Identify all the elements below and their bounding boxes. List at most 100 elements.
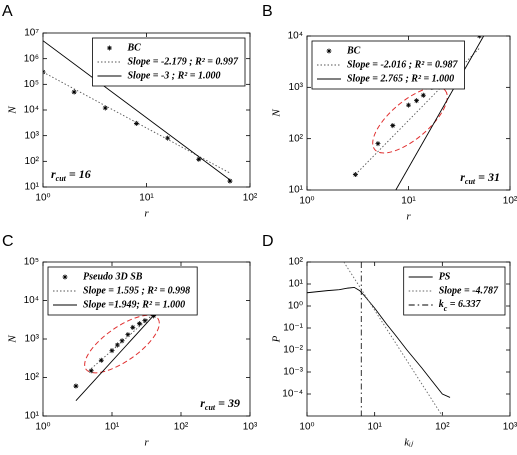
x-tick-label: 10² (503, 196, 517, 207)
y-tick-label: 10⁻⁴ (282, 389, 303, 400)
data-point (196, 156, 202, 162)
y-tick-label: 10² (25, 372, 40, 383)
legend-label: PS (439, 271, 451, 282)
legend-marker (106, 45, 112, 51)
data-point (142, 318, 148, 324)
y-axis-label: N (7, 335, 19, 344)
data-point (88, 368, 94, 374)
x-tick-label: 10¹ (139, 193, 154, 204)
legend-label: Slope =1.949; R² = 1.000 (83, 299, 185, 310)
x-axis-label: kᵢⱼ (404, 437, 414, 449)
x-tick-label: 10¹ (401, 196, 416, 207)
text-part: r (51, 167, 56, 181)
y-tick-label: 10³ (25, 130, 40, 141)
legend: Pseudo 3D SB Slope = 1.595 ; R² = 0.998 Sl… (47, 266, 198, 316)
annotation: rcut = 16 (51, 167, 91, 184)
x-axis-label: r (144, 208, 149, 220)
y-tick-label: 10² (289, 133, 304, 144)
y-tick-label: 10⁵ (24, 257, 39, 268)
text-part: cut (205, 403, 216, 412)
y-tick-label: 10⁴ (288, 31, 303, 42)
data-point (130, 324, 136, 330)
x-tick-label: 10² (243, 193, 258, 204)
data-point (136, 321, 142, 327)
panel-label: C (2, 233, 14, 250)
text-part: = 6.337 (447, 299, 481, 310)
data-point (125, 332, 131, 338)
data-point (420, 92, 426, 98)
y-tick-label: 10⁰ (288, 301, 303, 312)
y-tick-label: 10⁻² (283, 345, 303, 356)
text-part: cut (56, 174, 67, 183)
data-point (390, 123, 396, 129)
data-point (375, 141, 381, 147)
data-line (307, 286, 451, 398)
highlight-ellipse (372, 86, 448, 154)
x-tick-label: 10² (435, 422, 450, 433)
x-axis-label: r (144, 437, 149, 449)
legend-label: Slope = 2.765 ; R² = 1.000 (347, 73, 454, 84)
y-axis-label: P (271, 335, 283, 343)
legend: PS Slope = -4.787 kc = 6.337 (403, 266, 506, 316)
annotation: rcut = 31 (460, 170, 500, 187)
data-point (102, 105, 108, 111)
x-tick-label: 10⁰ (299, 196, 314, 207)
y-axis-label: N (271, 109, 283, 118)
legend-box (311, 40, 465, 90)
data-point (133, 120, 139, 126)
panel-label: B (262, 3, 273, 20)
legend-label: Slope = 1.595 ; R² = 0.998 (83, 285, 190, 296)
legend-label: Slope = -3 ; R² = 1.000 (127, 70, 220, 81)
legend-box (92, 37, 246, 87)
data-line (395, 36, 485, 190)
text-part: = 16 (66, 167, 91, 181)
data-point (109, 348, 115, 354)
x-tick-label: 10⁰ (35, 422, 50, 433)
legend: BC Slope = -2.016 ; R² = 0.987 Slope = 2.7… (311, 40, 465, 90)
x-tick-label: 10⁰ (35, 193, 50, 204)
text-part: = 39 (215, 396, 240, 410)
highlight-ellipse (84, 314, 160, 374)
y-tick-label: 10⁻¹ (283, 323, 303, 334)
panel-label: D (262, 233, 274, 250)
panel-label: A (2, 3, 13, 20)
y-tick-label: 10⁴ (24, 105, 39, 116)
data-point (414, 98, 420, 104)
y-tick-label: 10³ (25, 334, 40, 345)
y-tick-label: 10³ (289, 82, 304, 93)
y-tick-label: 10⁻³ (283, 367, 303, 378)
data-point (98, 357, 104, 363)
y-tick-label: 10⁷ (24, 28, 39, 39)
y-axis-label: N (7, 106, 19, 115)
x-tick-label: 10³ (243, 422, 258, 433)
legend-label: Pseudo 3D SB (83, 271, 143, 282)
data-point (114, 342, 120, 348)
y-tick-label: 10¹ (25, 411, 40, 422)
y-tick-label: 10⁵ (24, 79, 39, 90)
legend-label: kc = 6.337 (439, 299, 482, 313)
legend-box (47, 266, 198, 316)
plot-area (43, 40, 233, 184)
data-point (119, 338, 125, 344)
x-tick-label: 10¹ (367, 422, 382, 433)
y-tick-label: 10¹ (289, 185, 304, 196)
fit-line (343, 262, 443, 416)
text-part: = 31 (475, 170, 500, 184)
y-tick-label: 10² (289, 257, 304, 268)
legend-label: BC (126, 42, 141, 53)
legend-marker (326, 48, 332, 54)
text-part: c (444, 304, 448, 313)
x-axis-label: r (406, 211, 411, 223)
y-tick-label: 10¹ (25, 182, 40, 193)
text-part: cut (465, 177, 476, 186)
legend-label: Slope = -4.787 (439, 285, 499, 296)
y-tick-label: 10¹ (289, 279, 304, 290)
text-part: r (460, 170, 465, 184)
x-tick-label: 10³ (503, 422, 517, 433)
annotation: rcut = 39 (200, 396, 240, 413)
data-point (406, 102, 411, 108)
y-tick-label: 10⁴ (24, 295, 39, 306)
data-point (476, 36, 482, 39)
legend-label: BC (346, 45, 361, 56)
